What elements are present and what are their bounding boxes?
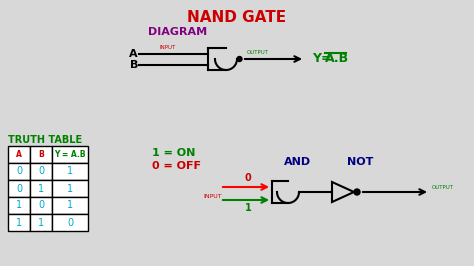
Bar	[52, 197, 88, 214]
Text: 1: 1	[67, 184, 73, 193]
Text: 0: 0	[245, 173, 251, 183]
Bar	[30, 214, 52, 231]
Bar	[8, 197, 30, 214]
Text: A.B: A.B	[325, 52, 349, 65]
Bar	[30, 180, 52, 197]
Text: 1: 1	[67, 201, 73, 210]
Text: 0: 0	[38, 201, 44, 210]
Text: 1: 1	[16, 201, 22, 210]
Text: A: A	[129, 49, 138, 59]
Bar	[8, 180, 30, 197]
Text: 0: 0	[16, 167, 22, 177]
Bar	[52, 146, 88, 163]
Text: B: B	[129, 60, 138, 70]
Text: 0 = OFF: 0 = OFF	[152, 161, 201, 171]
Bar	[52, 214, 88, 231]
Text: 1: 1	[38, 218, 44, 227]
Text: B: B	[38, 150, 44, 159]
Text: 1: 1	[38, 184, 44, 193]
Bar	[30, 146, 52, 163]
Text: AND: AND	[284, 157, 311, 167]
Text: 1: 1	[16, 218, 22, 227]
Text: DIAGRAM: DIAGRAM	[148, 27, 207, 37]
Text: 0: 0	[67, 218, 73, 227]
Text: TRUTH TABLE: TRUTH TABLE	[8, 135, 82, 145]
Text: 1 = ON: 1 = ON	[152, 148, 195, 158]
Text: INPUT: INPUT	[204, 193, 222, 198]
Bar	[8, 146, 30, 163]
Text: 1: 1	[67, 167, 73, 177]
Text: A: A	[16, 150, 22, 159]
Text: OUTPUT: OUTPUT	[247, 50, 269, 55]
Bar	[30, 163, 52, 180]
Text: Y=: Y=	[312, 52, 332, 65]
Circle shape	[237, 56, 242, 61]
Circle shape	[354, 189, 360, 195]
Bar	[30, 197, 52, 214]
Text: NOT: NOT	[347, 157, 373, 167]
Text: 1: 1	[245, 203, 251, 213]
Bar	[8, 214, 30, 231]
Text: NAND GATE: NAND GATE	[187, 10, 287, 25]
Bar	[8, 163, 30, 180]
Text: OUTPUT: OUTPUT	[432, 185, 454, 190]
Text: INPUT: INPUT	[160, 45, 176, 50]
Text: Y = A.B: Y = A.B	[54, 150, 86, 159]
Text: 0: 0	[38, 167, 44, 177]
Bar	[52, 180, 88, 197]
Text: 0: 0	[16, 184, 22, 193]
Bar	[52, 163, 88, 180]
